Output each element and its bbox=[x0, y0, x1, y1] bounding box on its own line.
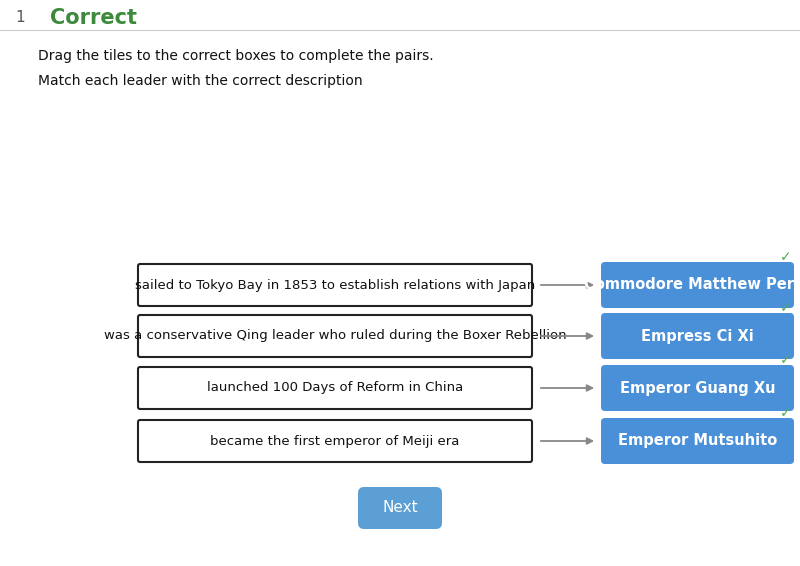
FancyBboxPatch shape bbox=[358, 487, 442, 529]
Text: Commodore Matthew Perry: Commodore Matthew Perry bbox=[584, 277, 800, 293]
Text: Drag the tiles to the correct boxes to complete the pairs.: Drag the tiles to the correct boxes to c… bbox=[38, 49, 434, 63]
Text: ✓: ✓ bbox=[780, 250, 792, 264]
Text: launched 100 Days of Reform in China: launched 100 Days of Reform in China bbox=[207, 381, 463, 395]
FancyBboxPatch shape bbox=[138, 367, 532, 409]
FancyBboxPatch shape bbox=[601, 365, 794, 411]
Text: ✓: ✓ bbox=[780, 406, 792, 420]
FancyBboxPatch shape bbox=[138, 315, 532, 357]
Text: Empress Ci Xi: Empress Ci Xi bbox=[641, 328, 754, 344]
Text: 1: 1 bbox=[15, 11, 25, 25]
Text: Correct: Correct bbox=[50, 8, 137, 28]
Text: was a conservative Qing leader who ruled during the Boxer Rebellion: was a conservative Qing leader who ruled… bbox=[104, 329, 566, 342]
FancyBboxPatch shape bbox=[601, 418, 794, 464]
FancyBboxPatch shape bbox=[138, 264, 532, 306]
Text: Next: Next bbox=[382, 500, 418, 516]
Text: Emperor Guang Xu: Emperor Guang Xu bbox=[620, 380, 775, 396]
FancyBboxPatch shape bbox=[601, 262, 794, 308]
FancyBboxPatch shape bbox=[601, 313, 794, 359]
Text: Emperor Mutsuhito: Emperor Mutsuhito bbox=[618, 434, 777, 448]
Text: Match each leader with the correct description: Match each leader with the correct descr… bbox=[38, 74, 362, 88]
Text: ✓: ✓ bbox=[780, 353, 792, 367]
Text: sailed to Tokyo Bay in 1853 to establish relations with Japan: sailed to Tokyo Bay in 1853 to establish… bbox=[135, 278, 535, 291]
Text: became the first emperor of Meiji era: became the first emperor of Meiji era bbox=[210, 435, 460, 448]
FancyBboxPatch shape bbox=[138, 420, 532, 462]
Text: ✓: ✓ bbox=[780, 301, 792, 315]
